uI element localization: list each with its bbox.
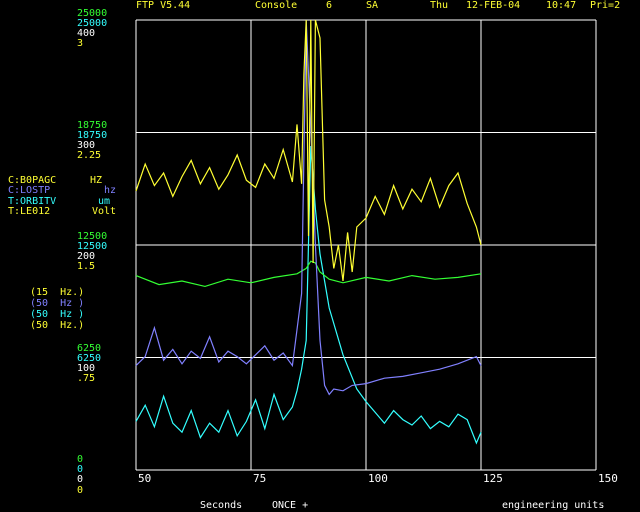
x-tick-label-1: 75 xyxy=(253,472,266,485)
x-tick-label-4: 150 xyxy=(598,472,618,485)
channel-2-rate: (50 Hz ) xyxy=(30,298,85,309)
x-tick-label-3: 125 xyxy=(483,472,503,485)
app-title: FTP V5.44 xyxy=(136,0,191,11)
y-mid-ch3: 200 xyxy=(77,251,96,262)
x-axis-label: Seconds xyxy=(200,500,243,511)
date-label: 12-FEB-04 xyxy=(466,0,521,11)
y-top-ch4: 3 xyxy=(77,38,84,49)
channel-4-name[interactable]: T:LE012 xyxy=(8,206,51,217)
y-upper-mid-ch3: 300 xyxy=(77,140,96,151)
channel-4-rate: (50 Hz.) xyxy=(30,320,85,331)
y-lower-mid-ch1: 6250 xyxy=(77,343,102,354)
y-upper-mid-ch2: 18750 xyxy=(77,130,108,141)
channel-3-unit: um xyxy=(98,196,111,207)
y-upper-mid-ch4: 2.25 xyxy=(77,150,102,161)
y-lower-mid-ch4: .75 xyxy=(77,373,96,384)
console-label: Console xyxy=(255,0,298,11)
series-line-c-b0pagc xyxy=(135,19,482,282)
channel-1-name[interactable]: C:B0PAGC xyxy=(8,175,57,186)
y-bottom-ch4: 0 xyxy=(77,485,84,496)
x-tick-label-0: 50 xyxy=(138,472,151,485)
y-top-ch1: 25000 xyxy=(77,8,108,19)
channel-3-rate: (50 Hz ) xyxy=(30,309,85,320)
console-number: 6 xyxy=(326,0,333,11)
y-mid-ch4: 1.5 xyxy=(77,261,96,272)
channel-2-name[interactable]: C:LOSTP xyxy=(8,185,51,196)
grid xyxy=(135,19,597,471)
time-label: 10:47 xyxy=(546,0,577,11)
y-lower-mid-ch2: 6250 xyxy=(77,353,102,364)
series-line-c-lostp xyxy=(135,260,482,288)
channel-2-unit: hz xyxy=(104,185,117,196)
y-upper-mid-ch1: 18750 xyxy=(77,120,108,131)
day-label: Thu xyxy=(430,0,449,11)
series-line-t-orbitv xyxy=(135,19,482,396)
mode-label: SA xyxy=(366,0,379,11)
x-tick-label-2: 100 xyxy=(368,472,388,485)
y-lower-mid-ch3: 100 xyxy=(77,363,96,374)
y-mid-ch1: 12500 xyxy=(77,231,108,242)
units-label: engineering units xyxy=(502,500,605,511)
channel-1-unit: HZ xyxy=(90,175,103,186)
priority-label: Pri=2 xyxy=(590,0,621,11)
trigger-mode-button[interactable]: ONCE + xyxy=(272,500,309,511)
y-bottom-ch3: 0 xyxy=(77,474,84,485)
y-top-ch2: 25000 xyxy=(77,18,108,29)
y-top-ch3: 400 xyxy=(77,28,96,39)
y-bottom-ch1: 0 xyxy=(77,454,84,465)
channel-1-rate: (15 Hz.) xyxy=(30,287,85,298)
y-bottom-ch2: 0 xyxy=(77,464,84,475)
channel-4-unit: Volt xyxy=(92,206,117,217)
channel-3-name[interactable]: T:ORBITV xyxy=(8,196,57,207)
series-line-t-le012 xyxy=(135,145,482,445)
y-mid-ch2: 12500 xyxy=(77,241,108,252)
